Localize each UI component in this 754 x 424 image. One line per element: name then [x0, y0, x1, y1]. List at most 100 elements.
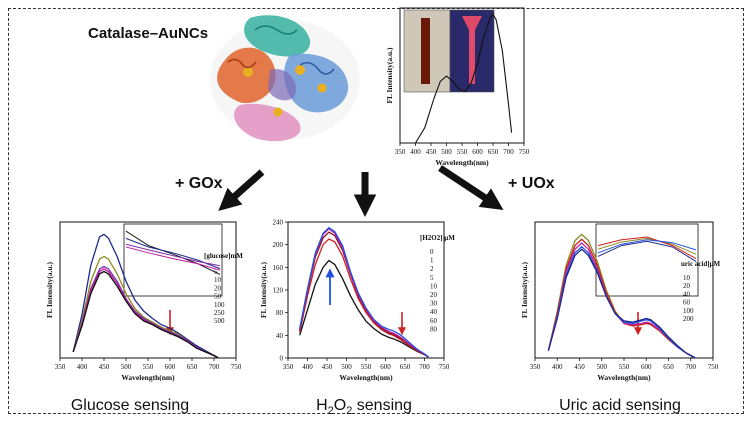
- h2o2-ytick-label: 120: [273, 287, 284, 295]
- glucose-inset-curve-3: [125, 246, 221, 271]
- caption-glucose: Glucose sensing: [71, 397, 189, 414]
- fl-spectrum-xtick-label: 650: [488, 148, 499, 156]
- uric-acid-xtick-label: 650: [663, 363, 674, 371]
- caption-h2o2-sub1: 2: [328, 405, 334, 417]
- uric-acid-inset-curve-1: [597, 236, 697, 260]
- uric-acid-xtick-label: 550: [619, 363, 630, 371]
- arrow-left: [218, 169, 265, 211]
- uric-acid-legend-title: uric acid]μM: [681, 260, 721, 268]
- h2o2-legend-value: 30: [430, 300, 438, 308]
- glucose-xtick-label: 750: [231, 363, 242, 371]
- h2o2-xtick-label: 600: [380, 363, 391, 371]
- fl-spectrum-xlabel: Wavelength(nm): [435, 158, 489, 167]
- glucose-series-line-0: [72, 233, 219, 359]
- title: Catalase–AuNCs: [88, 25, 208, 42]
- h2o2-legend-value: 5: [430, 274, 434, 282]
- uric-acid-xtick-label: 350: [530, 363, 541, 371]
- h2o2-legend-value: 60: [430, 317, 438, 325]
- glucose-ylabel: FL Intensity(a.u.): [45, 261, 54, 318]
- fl-spectrum-xtick-label: 750: [519, 148, 530, 156]
- uric-acid-xlabel: Wavelength(nm): [597, 373, 651, 382]
- uric-acid-inset-frame: [595, 223, 699, 297]
- h2o2-xlabel: Wavelength(nm): [339, 373, 393, 382]
- uric-acid-xtick-label: 450: [574, 363, 585, 371]
- uric-acid-inset-curve-3: [597, 240, 697, 262]
- vial-photo-inset: [403, 9, 495, 93]
- h2o2-legend-value: 2: [430, 265, 434, 273]
- glucose-xtick-label: 700: [209, 363, 220, 371]
- glucose-xlabel: Wavelength(nm): [121, 373, 175, 382]
- caption-h2o2-sub2: 2: [346, 405, 352, 417]
- glucose-legend-value: 500: [214, 317, 225, 325]
- glucose-legend-value: 20: [214, 284, 222, 292]
- uric-acid-legend-value: 100: [683, 307, 694, 315]
- h2o2-legend-title: [H2O2] μM: [420, 234, 455, 242]
- h2o2-ytick-label: 0: [280, 355, 284, 363]
- uric-acid-xtick-label: 750: [708, 363, 719, 371]
- fl-spectrum-xtick-label: 700: [503, 148, 514, 156]
- fl-spectrum-xtick-label: 550: [457, 148, 468, 156]
- uric-acid-xtick-label: 400: [552, 363, 563, 371]
- h2o2-xtick-label: 700: [419, 363, 430, 371]
- uric-acid-inset-curve-0: [597, 237, 697, 255]
- h2o2-chart: [287, 221, 445, 359]
- uric-acid-legend-value: 20: [683, 282, 691, 290]
- gox-label: + GOx: [175, 175, 223, 192]
- uric-acid-series-line-3: [547, 245, 696, 359]
- uric-acid-legend-value: 40: [683, 290, 691, 298]
- h2o2-series-line-2: [299, 231, 429, 358]
- h2o2-xtick-label: 650: [400, 363, 411, 371]
- glucose-xtick-label: 550: [143, 363, 154, 371]
- h2o2-legend-value: 10: [430, 282, 438, 290]
- glucose-xtick-label: 350: [55, 363, 66, 371]
- uric-acid-legend-value: 60: [683, 299, 691, 307]
- glucose-inset-frame: [123, 223, 223, 297]
- uric-acid-legend-value: 200: [683, 315, 694, 323]
- flow-arrows: + GOx + UOx: [175, 165, 555, 217]
- fl-spectrum-series-line-0: [415, 13, 513, 144]
- h2o2-xtick-label: 350: [283, 363, 294, 371]
- fl-spectrum-chart: [399, 7, 525, 144]
- glucose-legend-value: 100: [214, 301, 225, 309]
- h2o2-ytick-label: 160: [273, 264, 284, 272]
- arrow-right: [438, 165, 504, 210]
- glucose-xtick-label: 450: [99, 363, 110, 371]
- h2o2-series-line-1: [299, 238, 429, 358]
- uric-acid-xtick-label: 700: [686, 363, 697, 371]
- fl-spectrum-xtick-label: 400: [410, 148, 421, 156]
- glucose-chart: [59, 221, 237, 359]
- fl-spectrum-xtick-label: 600: [472, 148, 483, 156]
- glucose-xtick-label: 500: [121, 363, 132, 371]
- glucose-legend-title: [glucose]mM: [204, 252, 243, 260]
- h2o2-legend-value: 20: [430, 291, 438, 299]
- h2o2-xtick-label: 450: [322, 363, 333, 371]
- h2o2-ytick-label: 240: [273, 219, 284, 227]
- h2o2-ytick-label: 200: [273, 241, 284, 249]
- glucose-xtick-label: 650: [187, 363, 198, 371]
- glucose-inset-curve-2: [125, 243, 221, 267]
- glucose-legend-value: 250: [214, 309, 225, 317]
- h2o2-series-line-4: [299, 226, 429, 358]
- uric-acid-xtick-label: 600: [641, 363, 652, 371]
- caption-h2o2-rest: sensing: [352, 397, 412, 414]
- uric-acid-inset-curve-2: [597, 239, 697, 254]
- dashed-frame: [8, 8, 744, 414]
- h2o2-xtick-label: 500: [341, 363, 352, 371]
- h2o2-legend-value: 1: [430, 257, 434, 265]
- h2o2-ytick-label: 40: [276, 332, 284, 340]
- fl-spectrum-ylabel: FL Intensity(a.u.): [385, 47, 394, 104]
- glucose-legend-value: 10: [214, 276, 222, 284]
- fl-spectrum-xtick-label: 450: [426, 148, 437, 156]
- h2o2-legend-value: 40: [430, 308, 438, 316]
- glucose-xtick-label: 400: [77, 363, 88, 371]
- uox-label: + UOx: [508, 175, 555, 192]
- glucose-xtick-label: 600: [165, 363, 176, 371]
- h2o2-legend-value: 80: [430, 325, 438, 333]
- caption-h2o2-h: H: [316, 397, 328, 414]
- h2o2-xtick-label: 550: [361, 363, 372, 371]
- h2o2-xtick-label: 750: [439, 363, 450, 371]
- fl-spectrum-xtick-label: 500: [441, 148, 452, 156]
- uric-acid-legend-value: 10: [683, 274, 691, 282]
- glucose-series-line-4: [72, 270, 219, 359]
